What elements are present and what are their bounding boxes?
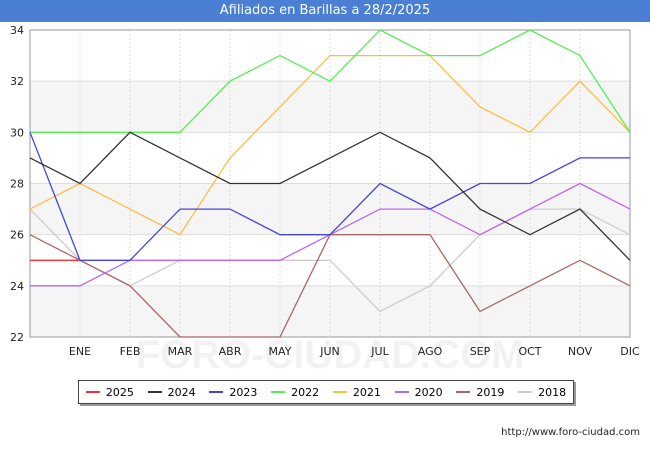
legend-swatch: [271, 391, 286, 393]
plot-frame: [29, 29, 631, 338]
x-tick-label: DIC: [620, 345, 640, 358]
legend-item-2019: 2019: [456, 386, 504, 399]
x-tick-label: AGO: [418, 345, 443, 358]
x-tick-label: OCT: [518, 345, 541, 358]
legend-label: 2025: [105, 385, 134, 399]
legend-item-2018: 2018: [518, 386, 566, 399]
x-tick-label: NOV: [568, 345, 593, 358]
legend-swatch: [518, 391, 533, 393]
x-tick-label: SEP: [470, 345, 491, 358]
legend-label: 2021: [352, 385, 381, 399]
legend-swatch: [209, 391, 224, 393]
y-tick-label: 28: [10, 178, 24, 191]
x-tick-label: FEB: [120, 345, 141, 358]
x-tick-label: JUN: [319, 345, 340, 358]
series-line-2023: [29, 132, 630, 261]
legend-item-2022: 2022: [271, 386, 319, 399]
x-tick-label: JUL: [370, 345, 389, 358]
legend-label: 2020: [414, 385, 443, 399]
series-line-2021: [29, 54, 631, 236]
y-tick-label: 34: [10, 24, 24, 37]
legend-item-2020: 2020: [394, 385, 443, 399]
legend-swatch: [332, 391, 347, 393]
legend-swatch: [147, 391, 162, 393]
x-tick-label: ENE: [69, 345, 91, 358]
y-tick-label: 26: [10, 229, 24, 242]
legend-item-2024: 2024: [147, 385, 196, 399]
legend: 2025 2024 2023 2022 2021 2020 2019 2018: [78, 380, 574, 404]
y-tick-label: 30: [10, 126, 24, 139]
chart-title: Afiliados en Barillas a 28/2/2025: [0, 0, 650, 22]
x-tick-label: MAR: [168, 345, 193, 358]
legend-item-2021: 2021: [332, 385, 381, 399]
legend-label: 2019: [476, 385, 505, 399]
source-url: http://www.foro-ciudad.com: [501, 427, 640, 438]
y-tick-label: 24: [10, 280, 24, 293]
x-tick-label: MAY: [269, 345, 292, 358]
series-line-2024: [29, 131, 631, 261]
legend-label: 2022: [291, 385, 320, 399]
y-tick-label: 32: [10, 75, 24, 88]
legend-label: 2018: [538, 385, 567, 399]
y-tick-label: 22: [10, 331, 24, 344]
watermark: FORO-CIUDAD.COM: [136, 333, 525, 377]
legend-swatch: [456, 391, 471, 393]
legend-item-2023: 2023: [209, 386, 257, 399]
legend-item-2025: 2025: [85, 385, 134, 399]
legend-swatch: [394, 391, 409, 393]
legend-swatch: [85, 391, 100, 393]
x-tick-label: ABR: [219, 345, 242, 358]
legend-label: 2024: [167, 385, 196, 399]
legend-label: 2023: [229, 385, 258, 399]
